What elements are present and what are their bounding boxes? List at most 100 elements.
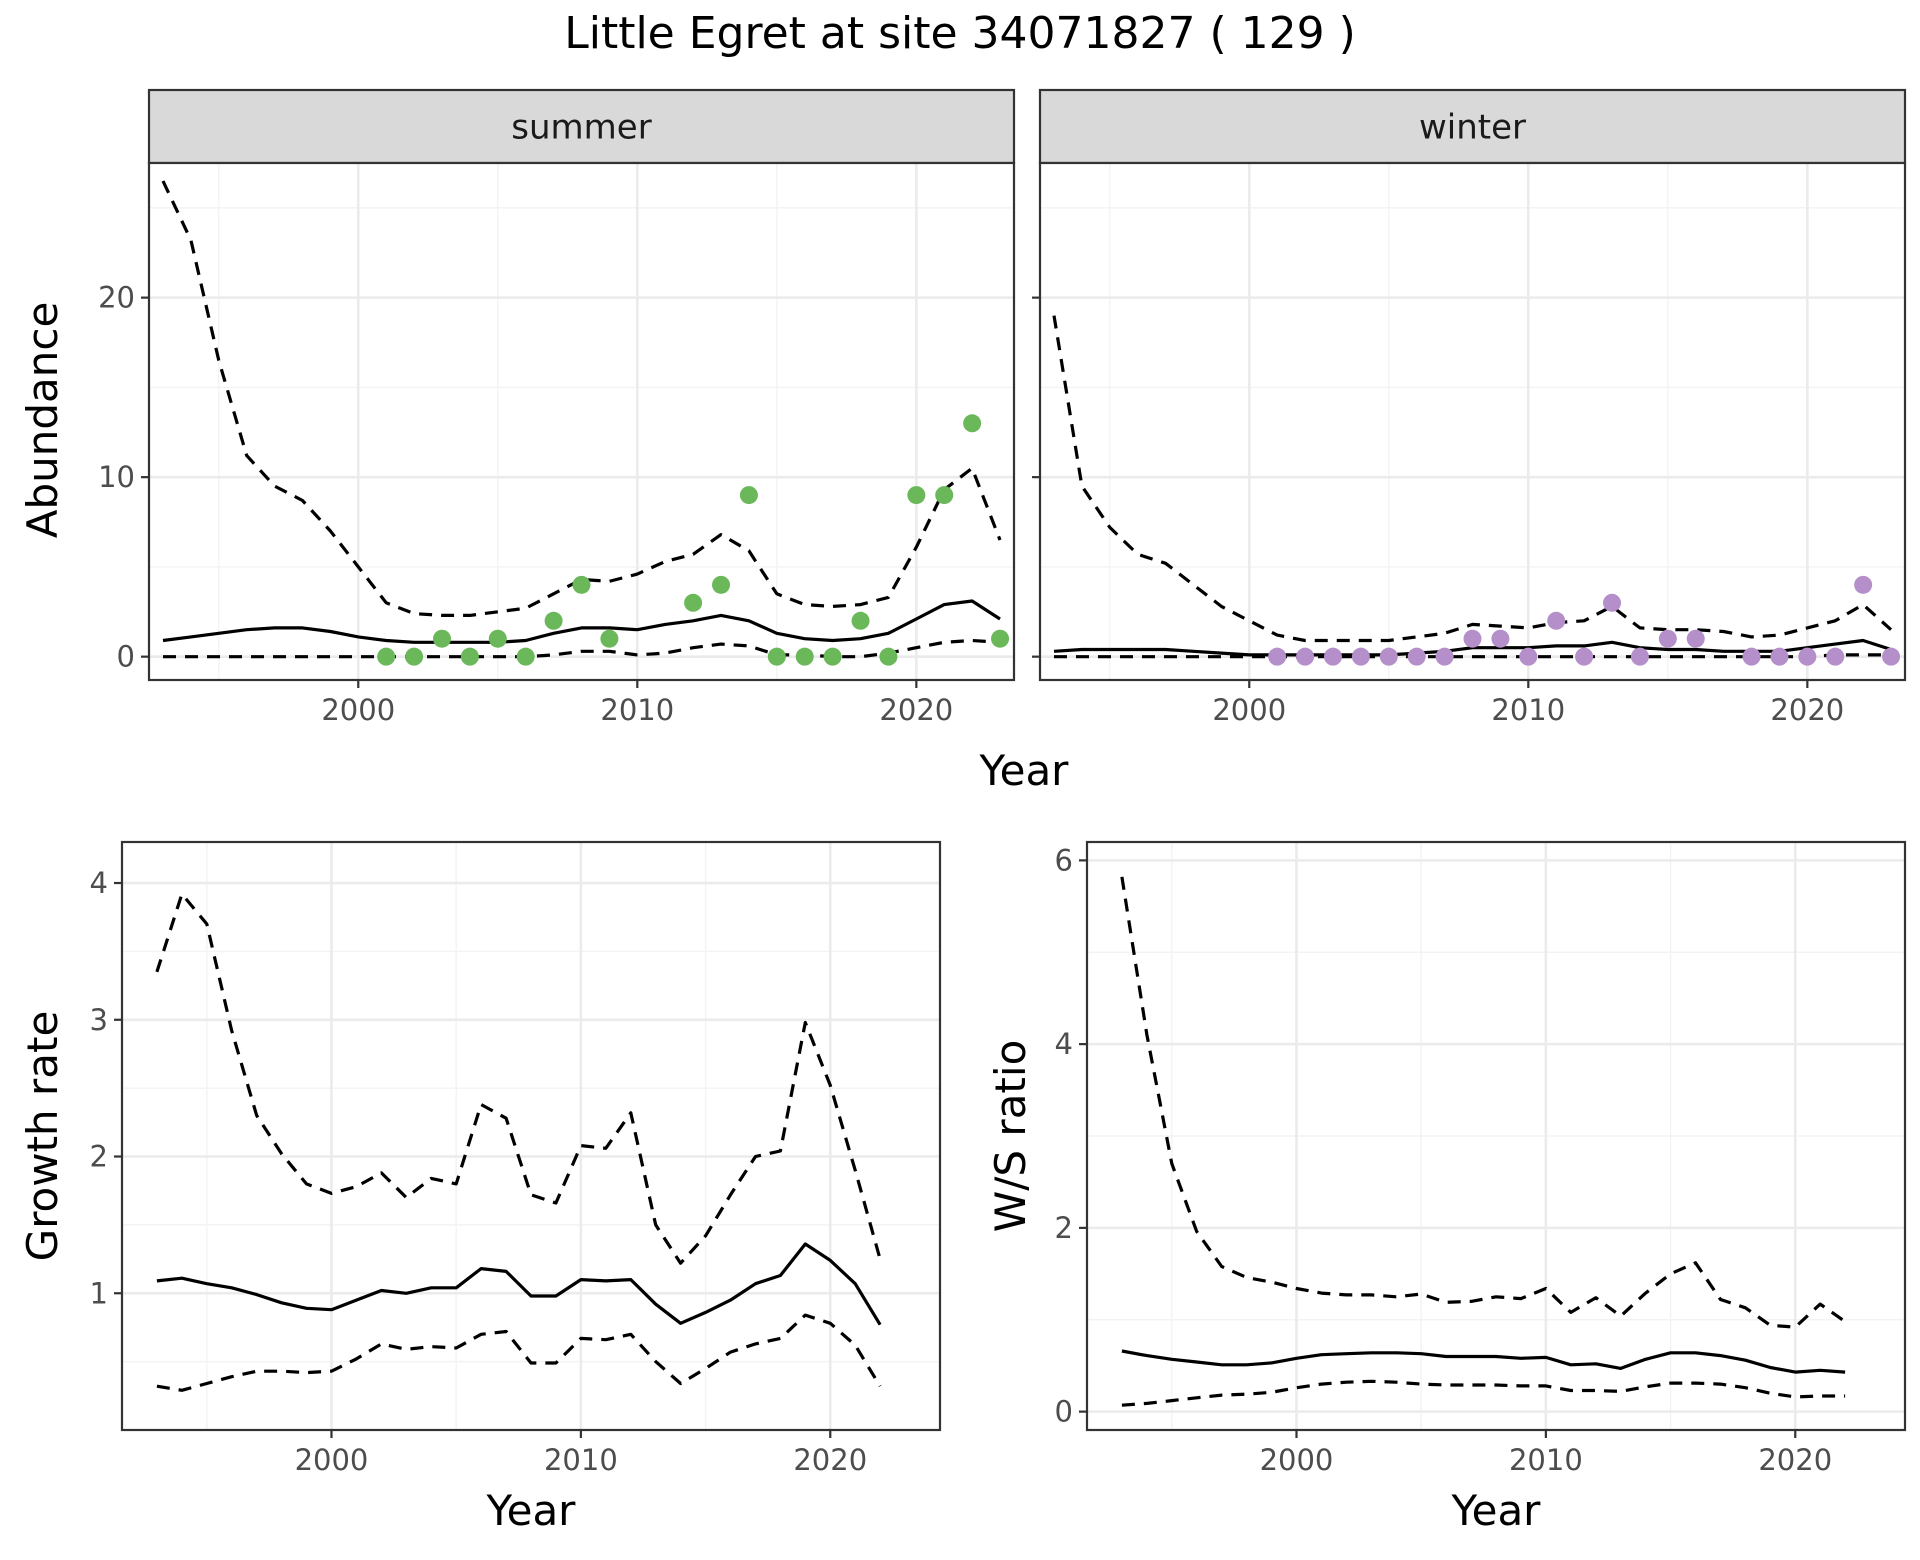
grid-lines — [1087, 842, 1905, 1430]
series-layer — [161, 180, 1010, 666]
observed-point — [1826, 647, 1845, 666]
lower-line — [163, 638, 1001, 659]
y-tick-label: 1 — [90, 1276, 108, 1310]
y-tick-label: 20 — [98, 281, 135, 315]
x-tick-label: 2020 — [1770, 693, 1844, 727]
observed-point — [712, 575, 731, 594]
observed-point — [432, 629, 451, 648]
x-tick-label: 2010 — [1509, 1443, 1583, 1477]
facet-strip-label: summer — [511, 108, 651, 148]
y-axis-title: W/S ratio — [986, 1040, 1035, 1233]
x-tick-label: 2020 — [1758, 1443, 1832, 1477]
observed-point — [377, 647, 396, 666]
x-tick-label: 2000 — [1212, 693, 1286, 727]
observed-point — [1268, 647, 1287, 666]
x-axis-title: Year — [1451, 1486, 1542, 1535]
x-tick-label: 2000 — [321, 693, 395, 727]
observed-point — [851, 611, 870, 630]
observed-point — [1351, 647, 1370, 666]
x-tick-label: 2020 — [879, 693, 953, 727]
observed-point — [1379, 647, 1398, 666]
lower-line — [156, 1313, 882, 1392]
y-tick-label: 2 — [90, 1140, 108, 1174]
observed-point — [1547, 611, 1566, 630]
x-tick-label: 2000 — [1260, 1443, 1334, 1477]
observed-point — [879, 647, 898, 666]
y-tick-label: 10 — [98, 460, 135, 494]
series-layer — [155, 892, 882, 1392]
observed-point — [544, 611, 563, 630]
observed-point — [1770, 647, 1789, 666]
y-tick-label: 3 — [90, 1003, 108, 1037]
observed-point — [488, 629, 507, 648]
y-tick-label: 4 — [1055, 1027, 1073, 1061]
series-layer — [1120, 876, 1847, 1407]
observed-point — [1798, 647, 1817, 666]
y-tick-label: 2 — [1055, 1211, 1073, 1245]
panel-growth-rate: 2000 2010 2020 1 2 3 4 Year Growth rate — [18, 840, 942, 1535]
observed-point — [1463, 629, 1482, 648]
observed-point — [1407, 647, 1426, 666]
observed-point — [1296, 647, 1315, 666]
observed-point — [1491, 629, 1510, 648]
plot-area — [1040, 163, 1905, 680]
panel-border — [147, 161, 1016, 682]
upper-line — [155, 892, 882, 1265]
panel-summer-abundance: summer 2000 2010 2020 0 10 20 — [98, 88, 1016, 727]
observed-point — [907, 486, 926, 505]
observed-point — [1742, 647, 1761, 666]
observed-point — [516, 647, 535, 666]
observed-point — [600, 629, 619, 648]
panel-border — [1038, 161, 1907, 682]
observed-point — [823, 647, 842, 666]
x-tick-label: 2010 — [600, 693, 674, 727]
top-row-x-axis-title: Year — [979, 746, 1070, 795]
y-tick-label: 0 — [1055, 1395, 1073, 1429]
observed-point — [1519, 647, 1538, 666]
grid-lines — [122, 842, 940, 1430]
observed-point — [1658, 629, 1677, 648]
top-row-y-axis-title: Abundance — [18, 302, 67, 539]
plot-area — [149, 163, 1014, 680]
observed-point — [1435, 647, 1454, 666]
panel-winter-abundance: winter 2000 2010 2020 — [1032, 88, 1907, 727]
y-tick-label: 4 — [90, 866, 108, 900]
observed-point — [460, 647, 479, 666]
x-tick-label: 2010 — [1491, 693, 1565, 727]
lower-line — [1054, 653, 1891, 659]
y-tick-label: 0 — [117, 640, 135, 674]
x-tick-label: 2020 — [793, 1443, 867, 1477]
panel-border — [120, 840, 942, 1432]
observed-point — [1686, 629, 1705, 648]
upper-line — [1052, 315, 1893, 643]
observed-point — [1882, 647, 1901, 666]
panel-ws-ratio: 2000 2010 2020 0 2 4 6 Year W/S ratio — [986, 840, 1907, 1535]
observed-point — [1854, 575, 1873, 594]
y-tick-label: 6 — [1055, 843, 1073, 877]
estimate-line — [1121, 1349, 1846, 1374]
plot-area — [122, 842, 940, 1430]
upper-line — [1120, 876, 1847, 1329]
facet-strip-label: winter — [1419, 108, 1526, 148]
observed-point — [963, 414, 982, 433]
x-tick-label: 2000 — [295, 1443, 369, 1477]
x-tick-label: 2010 — [544, 1443, 618, 1477]
facet-strip — [147, 88, 1016, 165]
observed-point — [767, 647, 786, 666]
observed-point — [572, 575, 591, 594]
panel-border — [1085, 840, 1907, 1432]
figure-title: Little Egret at site 34071827 ( 129 ) — [564, 8, 1356, 59]
y-axis-title: Growth rate — [18, 1011, 67, 1262]
observed-point — [935, 486, 954, 505]
estimate-line — [162, 599, 1001, 644]
x-axis-title: Year — [486, 1486, 577, 1535]
series-layer — [1052, 315, 1901, 666]
upper-line — [161, 180, 1002, 617]
observed-point — [405, 647, 424, 666]
observed-point — [684, 593, 703, 612]
estimate-line — [156, 1242, 882, 1326]
observed-point — [1323, 647, 1342, 666]
observed-point — [1575, 647, 1594, 666]
observed-point — [1603, 593, 1622, 612]
